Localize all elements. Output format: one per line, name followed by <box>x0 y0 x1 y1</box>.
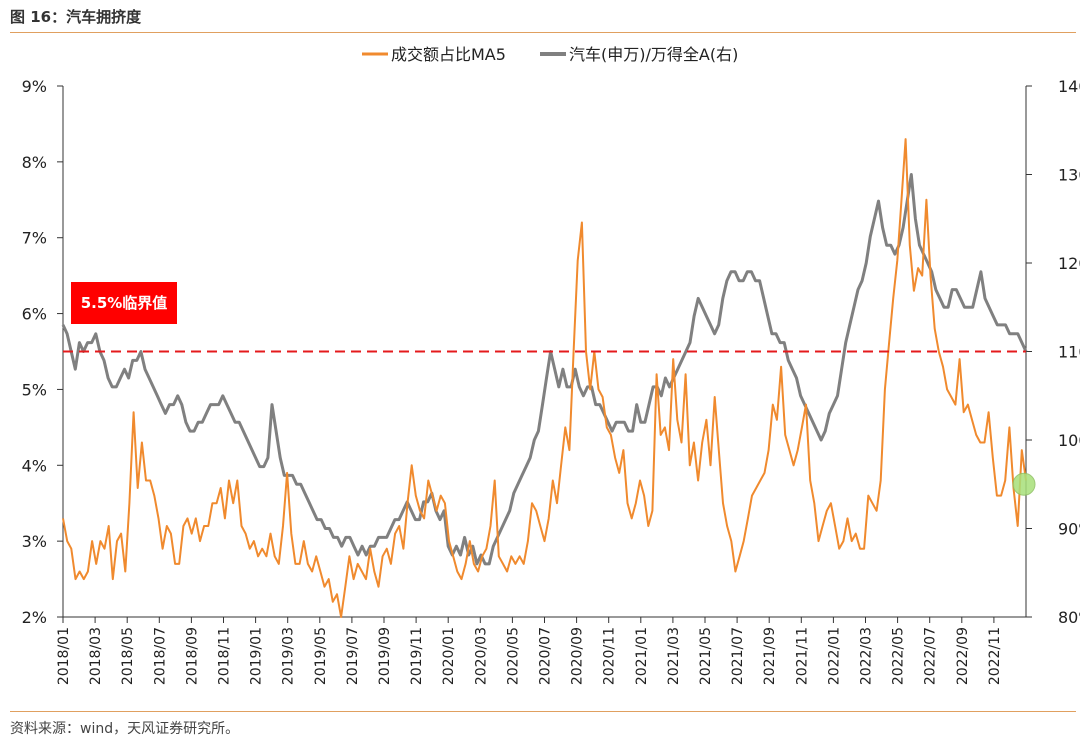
x-tick-label: 2022/11 <box>987 627 1003 685</box>
x-tick-label: 2019/09 <box>377 627 393 685</box>
x-tick-label: 2018/09 <box>184 627 200 685</box>
left-tick-label: 2% <box>22 608 47 627</box>
x-tick-label: 2018/05 <box>120 627 136 685</box>
x-tick-label: 2021/03 <box>666 627 682 685</box>
x-tick-label: 2020/01 <box>441 627 457 685</box>
left-tick-label: 8% <box>22 153 47 172</box>
series-line-turnover-share <box>62 138 1027 618</box>
x-tick-label: 2020/09 <box>570 627 586 685</box>
right-tick-label: 90% <box>1058 520 1080 539</box>
x-tick-label: 2022/03 <box>859 627 875 685</box>
x-tick-label: 2022/09 <box>955 627 971 685</box>
x-tick-label: 2020/03 <box>473 627 489 685</box>
top-divider <box>10 32 1076 33</box>
x-tick-label: 2021/05 <box>698 627 714 685</box>
x-tick-label: 2021/01 <box>634 627 650 685</box>
left-tick-label: 9% <box>22 77 47 96</box>
threshold-annotation-box <box>71 282 177 324</box>
legend-label-turnover-share: 成交额占比MA5 <box>391 45 506 64</box>
x-tick-label: 2019/05 <box>313 627 329 685</box>
legend-label-auto-relative: 汽车(申万)/万得全A(右) <box>569 45 738 64</box>
left-tick-label: 5% <box>22 380 47 399</box>
right-tick-label: 130% <box>1058 166 1080 185</box>
right-tick-label: 100% <box>1058 431 1080 450</box>
end-marker <box>1012 472 1036 496</box>
left-tick-label: 3% <box>22 532 47 551</box>
x-tick-label: 2019/03 <box>281 627 297 685</box>
left-tick-label: 6% <box>22 305 47 324</box>
bottom-divider <box>10 711 1076 712</box>
x-tick-label: 2020/07 <box>538 627 554 685</box>
x-tick-label: 2018/03 <box>88 627 104 685</box>
x-tick-label: 2018/01 <box>56 627 72 685</box>
right-tick-label: 140% <box>1058 77 1080 96</box>
x-tick-label: 2019/01 <box>249 627 265 685</box>
x-tick-label: 2022/01 <box>826 627 842 685</box>
right-tick-label: 120% <box>1058 254 1080 273</box>
threshold-annotation-label: 5.5%临界值 <box>81 294 168 312</box>
x-tick-label: 2018/11 <box>217 627 233 685</box>
right-tick-label: 80% <box>1058 608 1080 627</box>
x-tick-label: 2021/07 <box>730 627 746 685</box>
x-tick-label: 2018/07 <box>152 627 168 685</box>
x-tick-label: 2022/07 <box>923 627 939 685</box>
left-tick-label: 4% <box>22 456 47 475</box>
source-note: 资料来源：wind，天风证券研究所。 <box>10 721 240 737</box>
figure-title: 图 16：汽车拥挤度 <box>10 8 142 26</box>
x-tick-label: 2020/11 <box>602 627 618 685</box>
x-tick-label: 2021/11 <box>794 627 810 685</box>
left-tick-label: 7% <box>22 229 47 248</box>
x-tick-label: 2022/05 <box>891 627 907 685</box>
right-tick-label: 110% <box>1058 343 1080 362</box>
series-line-auto-relative <box>61 173 1028 566</box>
x-tick-label: 2019/11 <box>409 627 425 685</box>
x-tick-label: 2021/09 <box>762 627 778 685</box>
x-tick-label: 2019/07 <box>345 627 361 685</box>
x-tick-label: 2020/05 <box>505 627 521 685</box>
